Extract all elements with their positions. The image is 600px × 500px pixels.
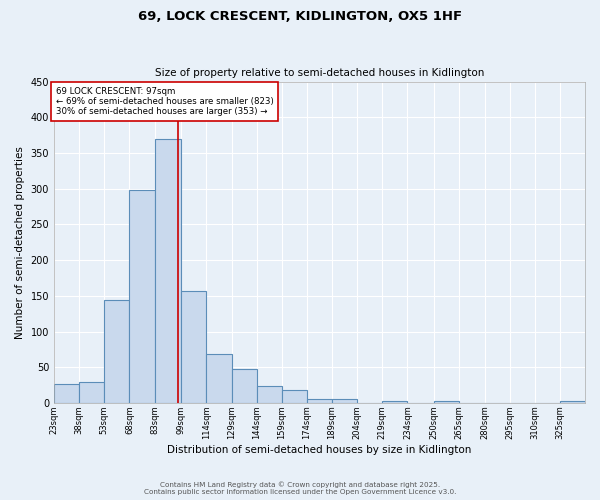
Bar — [307, 400, 332, 403]
Bar — [332, 398, 357, 403]
Bar — [54, 384, 79, 403]
Y-axis label: Number of semi-detached properties: Number of semi-detached properties — [15, 146, 25, 338]
Text: Contains HM Land Registry data © Crown copyright and database right 2025.
Contai: Contains HM Land Registry data © Crown c… — [144, 482, 456, 495]
Bar — [104, 300, 130, 403]
Bar — [181, 291, 206, 403]
Bar — [79, 382, 104, 403]
Bar — [232, 368, 257, 403]
Bar — [434, 401, 460, 403]
Title: Size of property relative to semi-detached houses in Kidlington: Size of property relative to semi-detach… — [155, 68, 484, 78]
Text: 69 LOCK CRESCENT: 97sqm
← 69% of semi-detached houses are smaller (823)
30% of s: 69 LOCK CRESCENT: 97sqm ← 69% of semi-de… — [56, 86, 274, 117]
X-axis label: Distribution of semi-detached houses by size in Kidlington: Distribution of semi-detached houses by … — [167, 445, 472, 455]
Bar — [257, 386, 282, 403]
Text: 69, LOCK CRESCENT, KIDLINGTON, OX5 1HF: 69, LOCK CRESCENT, KIDLINGTON, OX5 1HF — [138, 10, 462, 23]
Bar — [560, 401, 585, 403]
Bar — [206, 354, 232, 403]
Bar — [282, 390, 307, 403]
Bar — [155, 138, 181, 403]
Bar — [130, 190, 155, 403]
Bar — [382, 401, 407, 403]
